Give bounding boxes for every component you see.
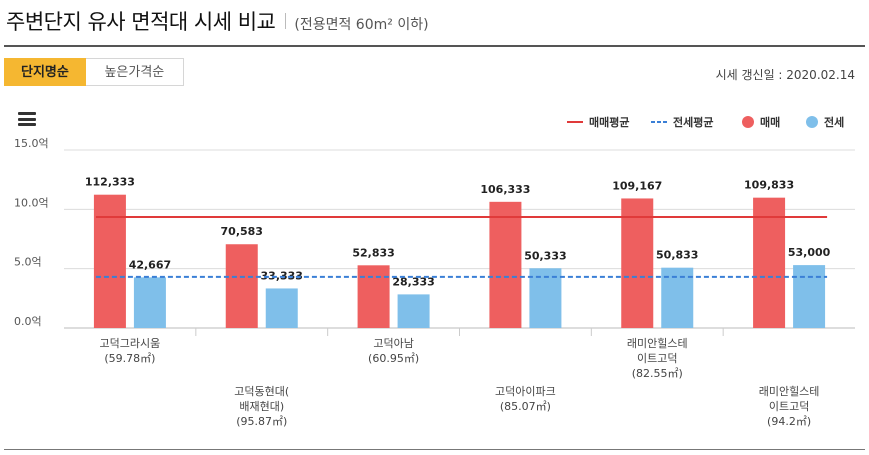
- bar-jeonse: [661, 267, 694, 328]
- x-category-label: (82.55㎡): [632, 367, 683, 380]
- bar-jeonse: [397, 294, 430, 328]
- y-tick-label: 10.0억: [14, 196, 49, 209]
- y-tick-label: 15.0억: [14, 137, 49, 150]
- tab-sort-by-price[interactable]: 높은가격순: [85, 58, 184, 86]
- data-label-jeonse: 42,667: [129, 258, 171, 271]
- x-category-label: (95.87㎡): [236, 415, 287, 428]
- x-category-label: (94.2㎡): [767, 415, 811, 428]
- x-category-label: 래미안힐스테: [627, 337, 688, 350]
- y-tick-label: 0.0억: [14, 315, 42, 328]
- page-subtitle: (전용면적 60m² 이하): [294, 17, 429, 33]
- bar-sale: [621, 198, 654, 328]
- title-row: 주변단지 유사 면적대 시세 비교 (전용면적 60m² 이하): [6, 6, 429, 36]
- x-category-label: 이트고덕: [769, 400, 809, 413]
- legend-sale-average-label: 매매평균: [589, 115, 629, 129]
- page-title: 주변단지 유사 면적대 시세 비교: [6, 10, 276, 34]
- bar-sale: [489, 201, 522, 328]
- x-category-label: 고덕아남: [373, 337, 413, 350]
- x-category-label: (59.78㎡): [104, 352, 155, 365]
- x-category-label: 고덕동현대(: [234, 385, 289, 398]
- legend-jeonse-average-label: 전세평균: [673, 115, 713, 129]
- x-category-label: 고덕그라시움: [100, 337, 161, 350]
- legend-sale-label: 매매: [760, 115, 780, 129]
- x-category-label: 고덕아이파크: [495, 385, 556, 398]
- bar-jeonse: [265, 288, 298, 328]
- bar-sale: [93, 194, 126, 328]
- data-label-jeonse: 50,333: [524, 249, 566, 262]
- legend-sale-marker: [742, 116, 754, 128]
- legend-jeonse-label: 전세: [824, 115, 844, 129]
- bar-jeonse: [529, 268, 562, 328]
- header-divider: [4, 45, 865, 47]
- data-label-jeonse: 53,000: [788, 246, 831, 259]
- chart-menu-icon[interactable]: [18, 112, 36, 126]
- data-label-sale: 112,333: [85, 176, 135, 189]
- data-label-sale: 106,333: [480, 183, 530, 196]
- x-category-label: (85.07㎡): [500, 400, 551, 413]
- footer-divider: [4, 449, 865, 450]
- sort-tabs: 단지명순 높은가격순: [4, 58, 184, 86]
- bar-sale: [225, 244, 258, 328]
- title-separator: [285, 13, 287, 29]
- data-label-jeonse: 33,333: [261, 269, 303, 282]
- tab-sort-by-name[interactable]: 단지명순: [4, 58, 86, 86]
- bar-jeonse: [133, 277, 166, 328]
- updated-date: 시세 갱신일 : 2020.02.14: [715, 68, 855, 82]
- data-label-jeonse: 50,833: [656, 249, 698, 262]
- x-category-label: (60.95㎡): [368, 352, 419, 365]
- y-tick-label: 5.0억: [14, 256, 42, 269]
- bar-sale: [357, 265, 390, 328]
- data-label-sale: 109,167: [612, 179, 662, 192]
- x-category-label: 래미안힐스테: [759, 385, 820, 398]
- x-category-label: 배재현대): [239, 400, 284, 413]
- legend-jeonse-marker: [806, 116, 818, 128]
- data-label-jeonse: 28,333: [392, 275, 434, 288]
- bar-jeonse: [793, 265, 826, 328]
- x-category-label: 이트고덕: [637, 352, 677, 365]
- data-label-sale: 70,583: [221, 225, 263, 238]
- bar-sale: [753, 197, 786, 328]
- data-label-sale: 52,833: [352, 246, 394, 259]
- data-label-sale: 109,833: [744, 179, 794, 192]
